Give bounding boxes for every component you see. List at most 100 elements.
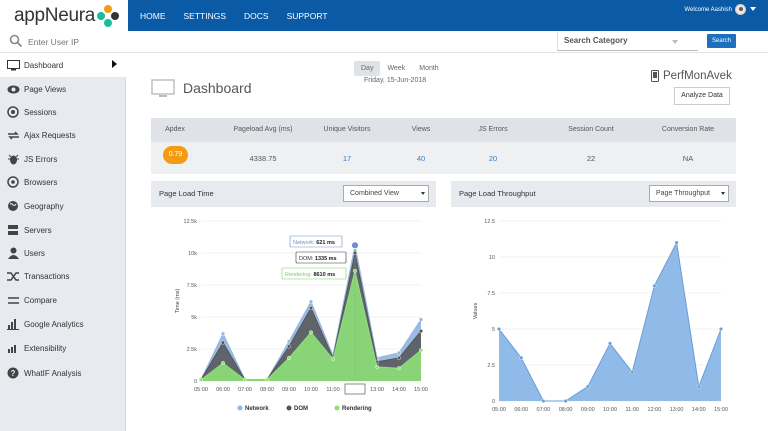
panel-title: Page Load Time (159, 189, 214, 198)
sidebar-item-extensibility[interactable]: Extensibility (0, 336, 126, 360)
apdex-badge: 0.79 (163, 146, 188, 164)
sidebar-item-transactions[interactable]: Transactions (0, 264, 126, 288)
stat-value-views[interactable]: 40 (416, 154, 426, 163)
throughput-x-tick-label: 08:00 (559, 407, 573, 413)
load-time-y-axis-title: Time (ms) (175, 289, 181, 314)
welcome-text: Welcome Aashish (684, 7, 732, 13)
load-time-y-tick-label: 10k (188, 251, 197, 257)
dom-point (286, 344, 291, 349)
dom-tooltip-text: DOM: 1335 ms (299, 256, 337, 262)
stat-header-pageload: Pageload Avg (ms) (233, 126, 293, 133)
sidebar-item-page-views[interactable]: Page Views (0, 77, 126, 101)
dom-point (396, 355, 401, 360)
logo-text: appNeura (14, 5, 96, 26)
nav-docs[interactable]: DOCS (244, 10, 269, 21)
sidebar-item-whatif-analysis[interactable]: ? WhatIF Analysis (0, 361, 126, 385)
search-button[interactable]: Search (707, 34, 736, 48)
server-icon (6, 224, 20, 236)
sidebar-item-sessions[interactable]: Sessions (0, 100, 126, 124)
load-time-x-tick-label: 13:00 (370, 387, 384, 393)
throughput-point (652, 283, 657, 288)
nav-settings[interactable]: SETTINGS (183, 10, 227, 21)
throughput-x-tick-label: 14:00 (692, 407, 706, 413)
sidebar-item-label: Users (24, 248, 45, 258)
sidebar-item-label: Browsers (24, 177, 58, 187)
logo-area[interactable]: appNeura (0, 0, 128, 31)
network-legend-label: Network (245, 406, 269, 412)
nav-support[interactable]: SUPPORT (286, 10, 328, 21)
page-load-time-svg: 0 2.5k 5k 7.5k 10k 12.5k 05:00 06:00 07:00 08:00 0… (175, 219, 428, 412)
analyze-data-button[interactable]: Analyze Data (674, 87, 730, 105)
sidebar-item-compare[interactable]: Compare (0, 288, 126, 312)
stat-value-conversion-rate: NA (682, 154, 694, 163)
logo-dots-icon (97, 5, 119, 27)
page-throughput-select[interactable]: Page Throughput (649, 185, 729, 202)
load-time-x-tick-label: 14:00 (392, 387, 406, 393)
load-time-x-tick-label: 05:00 (194, 387, 208, 393)
combined-view-select[interactable]: Combined View (343, 185, 429, 202)
throughput-x-tick-label: 10:00 (603, 407, 617, 413)
rendering-point (330, 357, 335, 362)
user-menu-caret-icon[interactable] (750, 7, 756, 11)
period-tabs: Day Week Month (354, 61, 446, 76)
load-time-x-tick-label: 15:00 (414, 387, 428, 393)
network-point (286, 339, 291, 344)
sidebar-item-label: Transactions (24, 271, 70, 281)
sidebar-item-dashboard[interactable]: Dashboard (0, 53, 126, 77)
bar-chart-icon (6, 318, 20, 330)
monitor-icon (6, 59, 20, 71)
search-category-select[interactable]: Search Category (557, 32, 698, 51)
sidebar-item-label: WhatIF Analysis (24, 368, 82, 378)
extensibility-icon (6, 342, 20, 354)
sidebar-item-label: Google Analytics (24, 319, 84, 329)
stat-value-unique-visitors[interactable]: 17 (342, 154, 352, 163)
search-bar: Search Category Search (0, 31, 768, 53)
sidebar-item-browsers[interactable]: Browsers (0, 170, 126, 194)
select-value: Page Throughput (656, 190, 710, 197)
stat-header-unique-visitors: Unique Visitors (323, 126, 371, 133)
sidebar-item-google-analytics[interactable]: Google Analytics (0, 312, 126, 336)
bug-icon (6, 153, 20, 165)
throughput-point (563, 398, 568, 403)
sidebar-item-label: Servers (24, 225, 52, 235)
load-time-x-tick-label: 11:00 (326, 387, 339, 393)
load-time-x-tick-label: 06:00 (216, 387, 230, 393)
throughput-x-tick-label: 07:00 (537, 407, 551, 413)
page-title: Dashboard (183, 80, 252, 96)
throughput-point (541, 398, 546, 403)
throughput-y-tick-label: 7.5 (487, 291, 495, 297)
nav-home[interactable]: HOME (140, 10, 166, 21)
load-time-x-tick-label: 10:00 (304, 387, 318, 393)
compare-icon (6, 294, 20, 306)
rendering-point (220, 361, 225, 366)
sidebar-item-label: Page Views (24, 84, 67, 94)
rendering-tooltip-box (281, 267, 347, 280)
avatar[interactable] (735, 4, 746, 15)
sidebar-item-geography[interactable]: Geography (0, 194, 126, 218)
sidebar-item-users[interactable]: Users (0, 241, 126, 265)
throughput-x-tick-label: 09:00 (581, 407, 595, 413)
tab-week[interactable]: Week (387, 65, 406, 72)
tab-day[interactable]: Day (354, 61, 381, 76)
rendering-area (201, 270, 421, 381)
throughput-point (696, 384, 701, 389)
rendering-point (396, 366, 401, 371)
rendering-point (308, 330, 313, 335)
load-time-x-tick-label: 08:00 (260, 387, 274, 393)
dom-legend-label: DOM (294, 406, 308, 412)
stat-value-js-errors[interactable]: 20 (488, 154, 498, 163)
active-arrow-icon (112, 60, 117, 68)
rendering-point (374, 364, 379, 369)
tab-month[interactable]: Month (419, 65, 439, 72)
dashboard-monitor-icon (151, 79, 175, 97)
network-point (308, 299, 313, 304)
sidebar-item-js-errors[interactable]: JS Errors (0, 147, 126, 171)
throughput-x-tick-label: 06:00 (514, 407, 528, 413)
sidebar-item-servers[interactable]: Servers (0, 218, 126, 242)
search-input[interactable] (28, 33, 328, 51)
throughput-y-tick-label: 2.5 (487, 363, 495, 369)
sidebar-item-ajax-requests[interactable]: Ajax Requests (0, 123, 126, 147)
throughput-x-tick-label: 12:00 (648, 407, 662, 413)
stat-value-session-count: 22 (586, 154, 596, 163)
chevron-down-icon (421, 192, 425, 195)
